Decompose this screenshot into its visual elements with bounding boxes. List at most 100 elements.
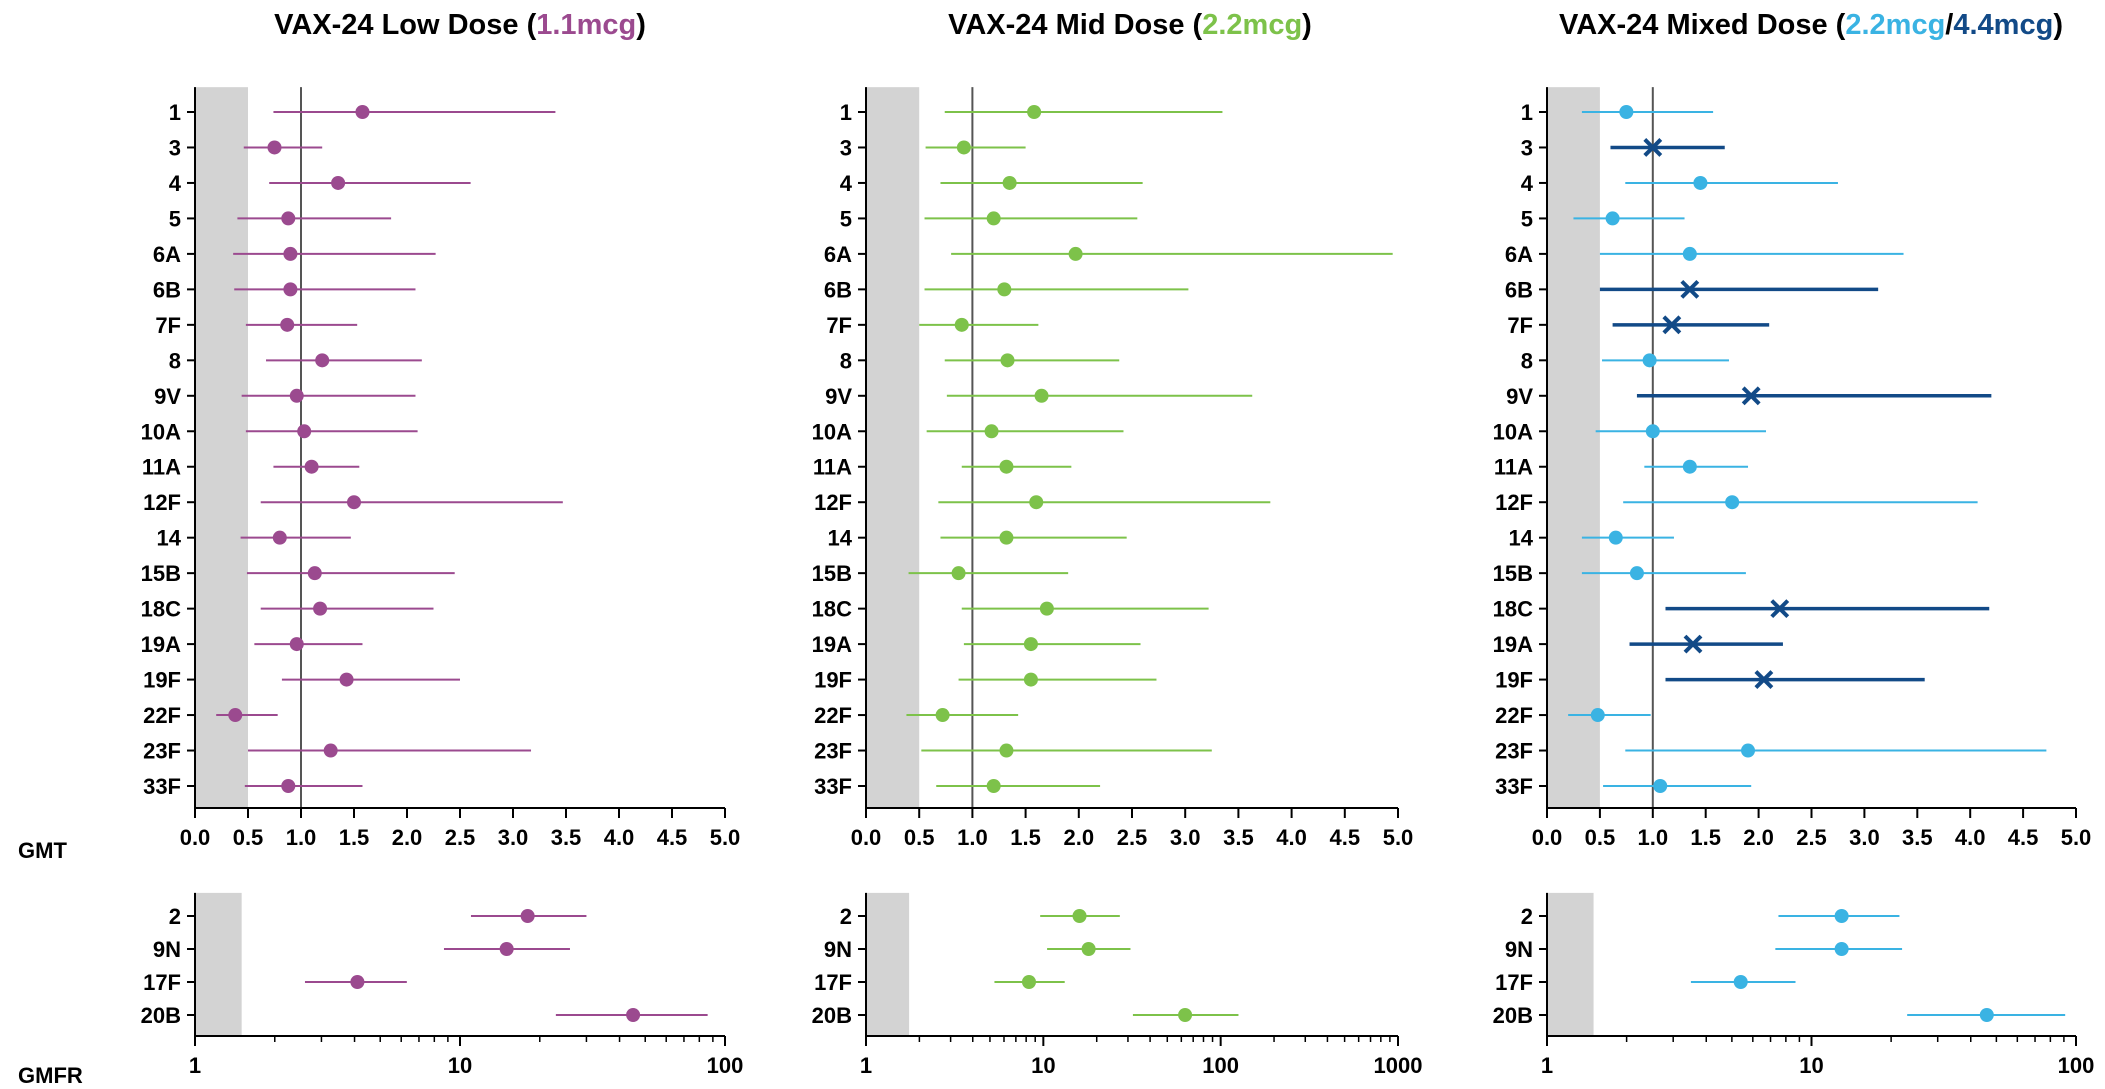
low-gmt-category-label: 11A: [142, 455, 181, 480]
mixed-gmt-x-tick-label: 4.5: [2008, 825, 2039, 850]
mid-gmt-category-label: 11A: [813, 455, 852, 480]
mixed-gmfr-x-tick-label: 100: [2058, 1053, 2095, 1078]
low-gmt-point: [315, 353, 330, 368]
mixed-gmt-point-x: [1662, 315, 1682, 335]
mid-gmt-category-label: 23F: [814, 739, 852, 764]
mixed-gmt-point-x: [1683, 634, 1703, 654]
mid-gmt-point: [1068, 246, 1083, 261]
low-gmfr-category-label: 20B: [141, 1003, 181, 1028]
mid-gmt-x-tick-label: 4.0: [1276, 825, 1307, 850]
mid-gmt-x-tick-label: 3.0: [1170, 825, 1201, 850]
low-gmt-x-tick-label: 3.5: [551, 825, 582, 850]
mixed-gmt-x-tick-label: 5.0: [2061, 825, 2092, 850]
low-gmt-category-label: 6B: [153, 277, 181, 302]
mid-gmt-x-tick-label: 2.5: [1117, 825, 1148, 850]
mixed-gmt-category-label: 23F: [1495, 739, 1533, 764]
mixed-gmt-point-x: [1680, 279, 1700, 299]
low-gmt-x-tick-label: 1.0: [286, 825, 317, 850]
mixed-gmfr-point: [1733, 975, 1748, 989]
mixed-gmt-x-tick-label: 0.5: [1585, 825, 1616, 850]
mixed-gmt-x-tick-label: 3.0: [1849, 825, 1880, 850]
mid-gmt-category-label: 6B: [824, 277, 852, 302]
low-gmfr-x-tick-label: 10: [448, 1053, 472, 1078]
low-gmt-category-label: 8: [169, 348, 181, 373]
mixed-gmt-point: [1629, 566, 1644, 581]
mixed-gmt-x-tick-label: 3.5: [1902, 825, 1933, 850]
mid-gmt-category-label: 4: [840, 171, 853, 196]
title-part: ): [636, 9, 646, 41]
mixed-gmt-x-tick-label: 1.0: [1638, 825, 1669, 850]
mid-gmfr-category-label: 2: [840, 904, 852, 929]
mixed-gmt-point: [1682, 459, 1697, 474]
mixed-gmt-category-label: 19A: [1493, 632, 1533, 657]
mid-gmfr-shaded-region: [866, 892, 910, 1036]
mixed-gmfr-category-label: 20B: [1493, 1003, 1533, 1028]
mixed-gmt-category-label: 8: [1521, 348, 1533, 373]
mixed-gmt-category-label: 6B: [1505, 277, 1533, 302]
mid-gmt-point: [1000, 353, 1015, 368]
mixed-gmt-point: [1693, 175, 1708, 190]
mid-gmt-point: [951, 566, 966, 581]
mixed-gmt-point-x: [1741, 386, 1761, 406]
low-gmfr-x-tick-label: 1: [189, 1053, 201, 1078]
low-gmt-category-label: 6A: [153, 242, 181, 267]
mixed-gmt-point: [1619, 105, 1634, 119]
mid-gmt-point: [1039, 601, 1054, 616]
mid-gmt-category-label: 3: [840, 135, 852, 160]
mid-gmfr-point: [1021, 975, 1036, 989]
low-gmt-title: VAX-24 Low Dose (1.1mcg): [274, 9, 646, 41]
mixed-gmfr-x-tick-label: 10: [1799, 1053, 1823, 1078]
low-gmt-point: [267, 140, 282, 155]
low-gmt-category-label: 5: [169, 206, 181, 231]
mid-gmt-point: [984, 424, 999, 439]
mid-gmt-x-tick-label: 4.5: [1330, 825, 1361, 850]
low-gmt-category-label: 18C: [141, 597, 181, 622]
mid-gmt-category-label: 6A: [824, 242, 852, 267]
low-gmt-point: [339, 672, 354, 687]
mixed-gmt-shaded-region: [1547, 87, 1600, 809]
low-gmt-point: [331, 175, 346, 190]
low-gmfr-point: [520, 909, 535, 923]
mixed-gmt-category-label: 15B: [1493, 561, 1533, 586]
mixed-gmt-point-x: [1643, 138, 1663, 157]
low-gmt-x-tick-label: 2.0: [392, 825, 423, 850]
low-gmfr-x-tick-label: 100: [707, 1053, 744, 1078]
low-gmt-category-label: 3: [169, 135, 181, 160]
title-part: 2.2mcg: [1202, 9, 1302, 41]
mid-gmt-point: [999, 530, 1014, 545]
mid-gmfr-category-label: 17F: [814, 970, 852, 995]
title-part: /: [1945, 9, 1953, 41]
mixed-gmt-category-label: 12F: [1495, 490, 1533, 515]
low-gmt-point: [323, 743, 338, 758]
low-gmt-category-label: 22F: [143, 703, 181, 728]
mixed-gmt-point: [1605, 211, 1620, 226]
title-part: VAX-24 Mixed Dose (: [1559, 9, 1846, 41]
mid-gmfr-x-tick-label: 1000: [1374, 1053, 1423, 1078]
low-gmt-category-label: 14: [157, 526, 182, 551]
mixed-gmt-category-label: 19F: [1495, 668, 1533, 693]
mid-gmt-x-tick-label: 5.0: [1383, 825, 1414, 850]
mid-gmt-category-label: 33F: [814, 774, 852, 799]
title-part: 1.1mcg: [536, 9, 636, 41]
mixed-gmt-point: [1642, 353, 1657, 368]
mixed-gmt-point-x: [1770, 599, 1790, 619]
low-gmt-point: [289, 388, 304, 403]
mixed-gmt-x-tick-label: 4.0: [1955, 825, 1986, 850]
mixed-gmt-point: [1741, 743, 1756, 758]
low-gmt-point: [281, 211, 296, 226]
low-gmt-category-label: 7F: [155, 313, 181, 338]
low-gmt-category-label: 19F: [143, 668, 181, 693]
mid-gmt-point: [935, 708, 950, 723]
mixed-gmt-category-label: 5: [1521, 206, 1533, 231]
mid-gmfr-x-tick-label: 1: [860, 1053, 872, 1078]
mixed-gmt-x-tick-label: 2.0: [1743, 825, 1774, 850]
mid-gmt-point: [986, 211, 1001, 226]
low-gmt-category-label: 33F: [143, 774, 181, 799]
mid-gmt-category-label: 1: [840, 100, 852, 125]
mid-gmt-point: [1002, 175, 1017, 190]
low-gmt-category-label: 4: [169, 171, 182, 196]
mixed-gmt-category-label: 18C: [1493, 597, 1533, 622]
mixed-gmt-category-label: 22F: [1495, 703, 1533, 728]
low-gmfr-shaded-region: [195, 892, 242, 1036]
